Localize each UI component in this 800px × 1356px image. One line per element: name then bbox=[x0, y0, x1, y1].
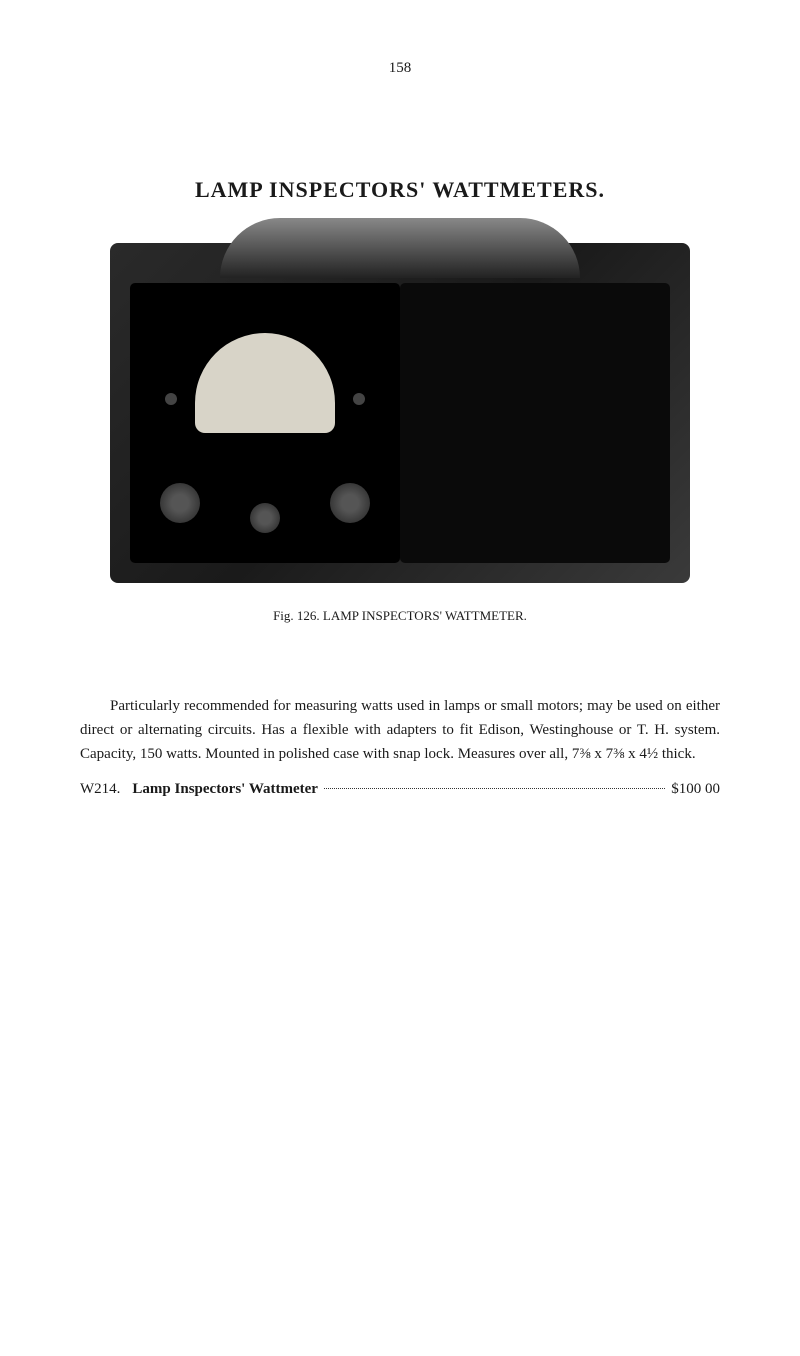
device-front-panel bbox=[130, 283, 400, 563]
item-code: W214. bbox=[80, 781, 120, 798]
gauge-face bbox=[195, 333, 335, 433]
item-name: Lamp Inspectors' Wattmeter bbox=[132, 781, 318, 798]
terminal-dot bbox=[165, 393, 177, 405]
document-title: LAMP INSPECTORS' WATTMETERS. bbox=[80, 177, 720, 203]
adjustment-knob bbox=[330, 483, 370, 523]
figure-caption: Fig. 126. LAMP INSPECTORS' WATTMETER. bbox=[80, 608, 720, 624]
terminal-dot bbox=[353, 393, 365, 405]
figure-container bbox=[80, 243, 720, 588]
page-number: 158 bbox=[80, 60, 720, 77]
device-case-lid bbox=[400, 283, 670, 563]
item-price: $100 00 bbox=[671, 781, 720, 798]
description-paragraph: Particularly recommended for measuring w… bbox=[80, 694, 720, 766]
wattmeter-figure bbox=[110, 243, 690, 583]
price-leader-dots bbox=[324, 788, 665, 789]
adjustment-knob bbox=[160, 483, 200, 523]
device-lid-arc bbox=[220, 218, 580, 278]
adjustment-knob bbox=[250, 503, 280, 533]
price-line: W214. Lamp Inspectors' Wattmeter $100 00 bbox=[80, 781, 720, 798]
page-content: 158 LAMP INSPECTORS' WATTMETERS. Fig. 12… bbox=[0, 0, 800, 858]
